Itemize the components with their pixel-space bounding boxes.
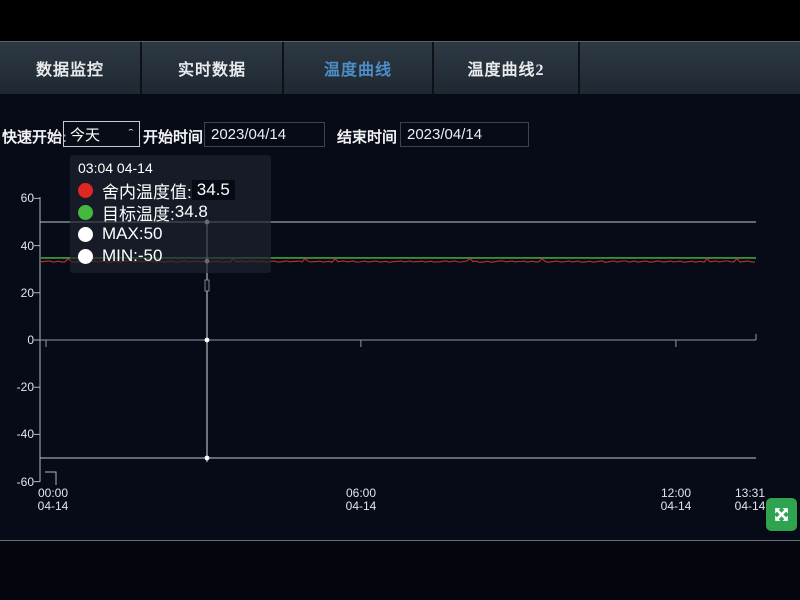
tooltip-row: MIN: -50	[78, 245, 261, 267]
tab-temp-curve[interactable]: 温度曲线	[284, 42, 434, 94]
quick-start-value: 今天	[70, 126, 101, 144]
y-axis-label: -20	[16, 380, 34, 395]
tab-data-monitor[interactable]: 数据监控	[0, 42, 142, 94]
y-axis-label: 20	[20, 285, 34, 300]
tooltip-series-label: MAX:	[102, 224, 144, 243]
y-axis-label: 0	[27, 333, 34, 347]
expand-icon	[775, 508, 788, 521]
start-time-label: 开始时间	[143, 129, 204, 146]
y-axis-label: 40	[20, 238, 34, 253]
crosshair-dot	[204, 455, 210, 461]
series-dot-icon	[78, 226, 93, 242]
tooltip-series-value: 50	[143, 224, 163, 243]
tooltip-series-label: 舍内温度值:	[102, 182, 192, 202]
tooltip-series-value: 34.8	[174, 202, 208, 221]
tooltip-row: 目标温度: 34.8	[78, 201, 261, 224]
series-dot-icon	[78, 182, 93, 198]
start-date-input[interactable]	[204, 122, 325, 147]
y-axis-end-tick	[45, 471, 57, 485]
series-dot-icon	[78, 204, 93, 220]
crosshair-handle[interactable]	[204, 279, 210, 292]
tooltip-timestamp: 03:04 04-14	[78, 160, 153, 176]
end-date-input[interactable]	[400, 122, 529, 147]
x-axis-zero-line	[40, 334, 757, 347]
chevron-down-icon: ˆ	[128, 128, 134, 140]
end-time-label: 结束时间	[337, 129, 398, 146]
tooltip-series-value: 34.5	[191, 180, 235, 200]
y-axis	[34, 197, 41, 483]
tab-bar: 数据监控 实时数据 温度曲线 温度曲线2	[0, 41, 800, 94]
quick-start-label: 快速开始:	[2, 129, 67, 146]
chart-tooltip: 03:04 04-14 舍内温度值: 34.5 目标温度: 34.8 MAX: 50 MI…	[70, 155, 271, 273]
tab-realtime-data[interactable]: 实时数据	[142, 42, 284, 94]
tooltip-series-value: -50	[137, 246, 163, 265]
tooltip-row: MAX: 50	[78, 223, 261, 245]
tooltip-series-label: MIN:	[102, 246, 138, 265]
fullscreen-button[interactable]	[766, 498, 797, 531]
x-axis-label: 12:00 04-14	[660, 486, 692, 513]
y-axis-label: 60	[20, 191, 34, 206]
footer-divider	[0, 540, 800, 541]
y-axis-label: -40	[16, 427, 34, 442]
series-dot-icon	[78, 248, 93, 264]
x-axis-label: 00:00 04-14	[37, 486, 69, 513]
x-axis-label: 13:31 04-14	[734, 486, 766, 513]
tooltip-series-label: 目标温度:	[102, 204, 175, 224]
tooltip-row: 舍内温度值: 34.5	[78, 179, 261, 202]
crosshair-dot	[204, 337, 210, 343]
bottom-strip	[0, 541, 800, 600]
tab-temp-curve-2[interactable]: 温度曲线2	[434, 42, 580, 94]
x-axis-label: 06:00 04-14	[345, 486, 377, 513]
quick-start-select[interactable]: 今天 ˆ	[63, 121, 140, 147]
y-axis-label: -60	[16, 474, 34, 489]
